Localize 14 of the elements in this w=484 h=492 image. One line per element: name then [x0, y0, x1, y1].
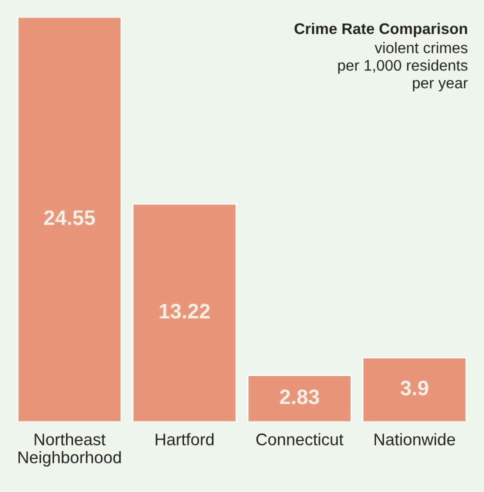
bar: [247, 374, 352, 422]
x-tick-label: Hartford: [156, 433, 214, 446]
data-label: 3.9: [400, 380, 428, 396]
bar: [17, 17, 122, 422]
x-tick-label: Northeast Neighborhood: [18, 433, 121, 467]
bar: [362, 356, 467, 422]
data-label: 2.83: [280, 389, 320, 404]
x-tick-label: Nationwide: [374, 433, 455, 446]
chart-title: Crime Rate Comparison: [294, 22, 468, 38]
x-tick-label: Connecticut: [256, 433, 344, 446]
data-label: 13.22: [160, 304, 210, 319]
text: violent crimes per 1,000 residents per year: [338, 42, 468, 92]
data-label: 24.55: [44, 210, 95, 226]
bar: [132, 203, 237, 422]
